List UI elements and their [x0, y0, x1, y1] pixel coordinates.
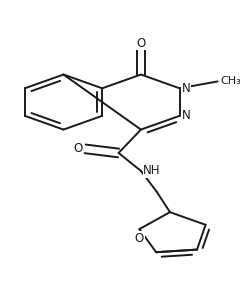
Text: CH₃: CH₃ — [220, 76, 241, 86]
Text: N: N — [182, 109, 191, 122]
Text: O: O — [73, 142, 83, 155]
Text: O: O — [135, 232, 144, 245]
Text: NH: NH — [143, 164, 161, 177]
Text: N: N — [182, 82, 191, 95]
Text: O: O — [136, 37, 146, 50]
